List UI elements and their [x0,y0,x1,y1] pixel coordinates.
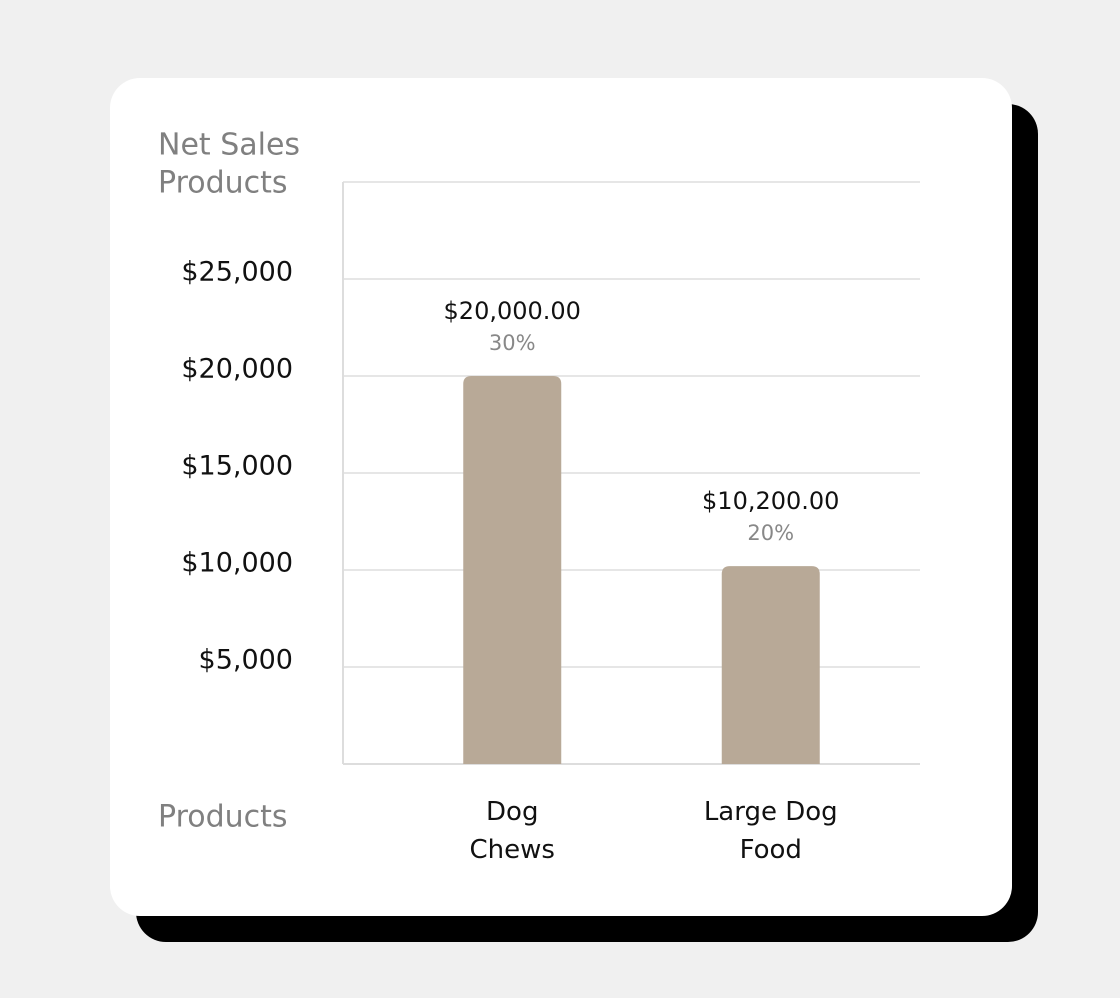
bar [463,376,562,764]
x-tick-label: Large Dog Food [703,797,838,865]
x-axis-label: Products [158,800,288,835]
y-tick-label: $15,000 [181,451,293,482]
value-label: $20,000.00 [444,297,581,325]
share-label: 20% [747,521,794,545]
y-tick-label: $25,000 [181,257,293,288]
y-tick-label: $10,000 [181,548,293,579]
bar [721,566,820,764]
x-tick-label: Dog Chews [469,797,555,865]
value-label: $10,200.00 [702,487,839,515]
y-tick-label: $20,000 [181,354,293,385]
chart-subtitle: Products [158,166,288,201]
share-label: 30% [489,331,536,355]
y-tick-label: $5,000 [199,645,293,676]
chart-title: Net Sales [158,128,300,163]
